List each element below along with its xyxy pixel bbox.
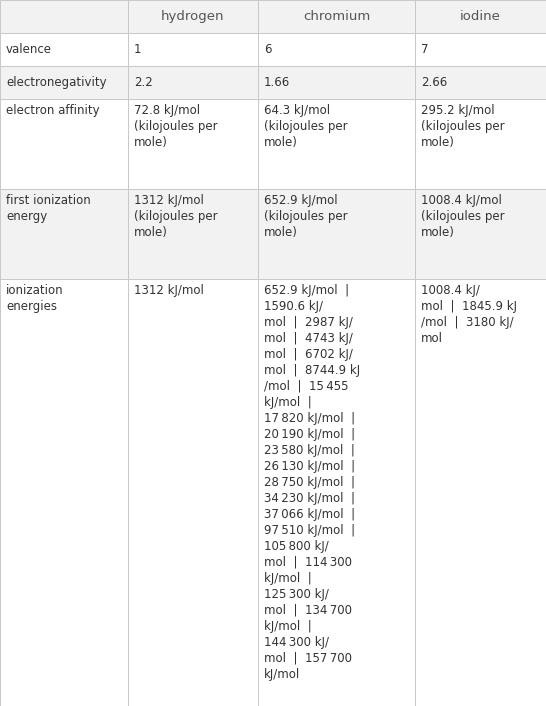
Bar — [415, 0, 546, 33]
Text: ionization
energies: ionization energies — [6, 284, 64, 313]
Bar — [0, 33, 128, 66]
Bar — [0, 189, 128, 279]
Bar — [415, 279, 546, 706]
Bar — [258, 189, 415, 279]
Bar — [415, 33, 546, 66]
Text: iodine: iodine — [460, 10, 501, 23]
Bar — [0, 99, 128, 189]
Text: 64.3 kJ/mol
(kilojoules per
mole): 64.3 kJ/mol (kilojoules per mole) — [264, 104, 348, 149]
Text: 72.8 kJ/mol
(kilojoules per
mole): 72.8 kJ/mol (kilojoules per mole) — [134, 104, 218, 149]
Bar — [258, 0, 415, 33]
Text: hydrogen: hydrogen — [161, 10, 225, 23]
Text: 652.9 kJ/mol  |
1590.6 kJ/
mol  |  2987 kJ/
mol  |  4743 kJ/
mol  |  6702 kJ/
mo: 652.9 kJ/mol | 1590.6 kJ/ mol | 2987 kJ/… — [264, 284, 360, 681]
Text: 295.2 kJ/mol
(kilojoules per
mole): 295.2 kJ/mol (kilojoules per mole) — [421, 104, 505, 149]
Text: chromium: chromium — [303, 10, 370, 23]
Text: 2.2: 2.2 — [134, 76, 153, 89]
Bar — [128, 189, 258, 279]
Bar — [0, 0, 128, 33]
Text: 1: 1 — [134, 43, 141, 56]
Text: 1.66: 1.66 — [264, 76, 290, 89]
Bar — [415, 189, 546, 279]
Text: 1008.4 kJ/mol
(kilojoules per
mole): 1008.4 kJ/mol (kilojoules per mole) — [421, 194, 505, 239]
Bar — [128, 66, 258, 99]
Bar — [415, 99, 546, 189]
Text: electronegativity: electronegativity — [6, 76, 106, 89]
Text: 7: 7 — [421, 43, 429, 56]
Bar — [128, 0, 258, 33]
Bar — [258, 279, 415, 706]
Bar — [415, 66, 546, 99]
Bar — [0, 66, 128, 99]
Text: 1312 kJ/mol: 1312 kJ/mol — [134, 284, 204, 297]
Text: valence: valence — [6, 43, 52, 56]
Bar — [258, 33, 415, 66]
Text: 1312 kJ/mol
(kilojoules per
mole): 1312 kJ/mol (kilojoules per mole) — [134, 194, 218, 239]
Bar — [0, 279, 128, 706]
Text: 6: 6 — [264, 43, 271, 56]
Text: 1008.4 kJ/
mol  |  1845.9 kJ
/mol  |  3180 kJ/
mol: 1008.4 kJ/ mol | 1845.9 kJ /mol | 3180 k… — [421, 284, 517, 345]
Bar — [258, 66, 415, 99]
Text: first ionization
energy: first ionization energy — [6, 194, 91, 223]
Bar — [258, 99, 415, 189]
Bar — [128, 279, 258, 706]
Text: 652.9 kJ/mol
(kilojoules per
mole): 652.9 kJ/mol (kilojoules per mole) — [264, 194, 348, 239]
Bar — [128, 33, 258, 66]
Text: electron affinity: electron affinity — [6, 104, 99, 117]
Text: 2.66: 2.66 — [421, 76, 447, 89]
Bar — [128, 99, 258, 189]
